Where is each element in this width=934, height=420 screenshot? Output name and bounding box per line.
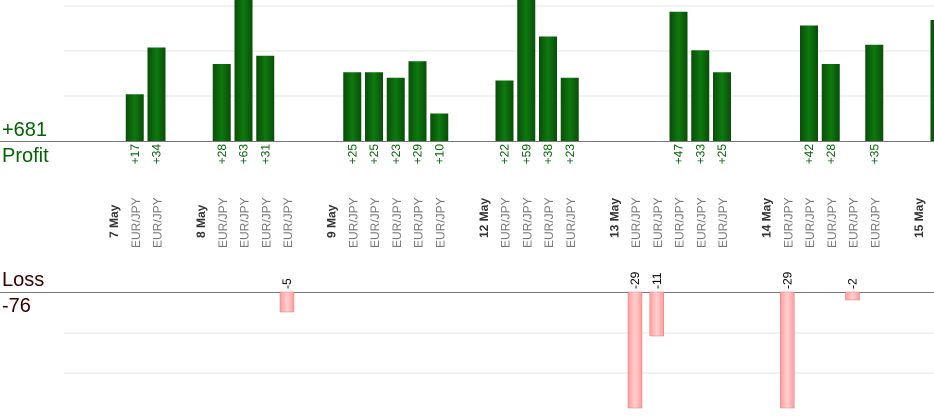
date-label: 9 May [325, 204, 339, 238]
profit-bar [865, 44, 884, 141]
pair-label: EUR/JPY [129, 197, 143, 248]
profit-value-label: +35 [867, 144, 881, 165]
pair-label: EUR/JPY [520, 197, 534, 248]
loss-value-label: -29 [780, 271, 794, 289]
pair-label: EUR/JPY [433, 197, 447, 248]
pair-label: EUR/JPY [542, 197, 556, 248]
profit-value-label: +63 [237, 144, 251, 165]
profit-value-label: +28 [824, 144, 838, 165]
profit-bar [560, 77, 579, 141]
date-label: 14 May [760, 198, 774, 238]
profit-bar [800, 25, 818, 141]
loss-bar [780, 291, 795, 409]
date-label: 15 May [912, 198, 926, 238]
profit-bar [691, 50, 710, 141]
profit-value-label: +25 [345, 144, 359, 165]
profit-bar [517, 0, 536, 141]
profit-value-label: +44 [933, 144, 934, 165]
profit-value-label: +33 [693, 144, 707, 165]
loss-bar [279, 291, 295, 313]
profit-bar [234, 0, 253, 141]
profit-value-label: +59 [519, 144, 533, 165]
profit-bar [365, 72, 383, 141]
date-label: 8 May [194, 204, 208, 238]
loss-bar [649, 291, 664, 337]
loss-total: -76 [2, 295, 31, 317]
pair-label: EUR/JPY [564, 197, 578, 248]
profit-value-label: +34 [150, 144, 164, 165]
pair-label: EUR/JPY [651, 197, 665, 248]
loss-value-label: -2 [846, 278, 860, 289]
profit-value-label: +10 [432, 144, 446, 165]
profit-value-label: +47 [672, 144, 686, 165]
profit-value-label: +29 [411, 144, 425, 165]
pair-label: EUR/JPY [151, 197, 165, 248]
pair-label: EUR/JPY [259, 197, 273, 248]
pair-label: EUR/JPY [281, 197, 295, 248]
profit-label: Profit [2, 145, 49, 167]
pair-label: EUR/JPY [629, 197, 643, 248]
profit-bar [713, 72, 731, 141]
pair-label: EUR/JPY [412, 197, 426, 248]
pair-label: EUR/JPY [673, 197, 687, 248]
profit-value-label: +38 [541, 144, 555, 165]
profit-value-label: +31 [258, 144, 272, 165]
pair-label: EUR/JPY [368, 197, 382, 248]
profit-bar [430, 113, 449, 141]
profit-value-label: +25 [715, 144, 729, 165]
profit-bar [539, 36, 557, 141]
profit-value-label: +23 [563, 144, 577, 165]
profit-value-label: +17 [128, 144, 142, 165]
profit-bar [386, 77, 405, 141]
pair-label: EUR/JPY [803, 197, 817, 248]
profit-bar [821, 64, 840, 141]
pair-label: EUR/JPY [868, 197, 882, 248]
profit-bar [147, 47, 166, 141]
pair-label: EUR/JPY [694, 197, 708, 248]
pair-label: EUR/JPY [781, 197, 795, 248]
profit-value-label: +22 [498, 144, 512, 165]
profit-total: +681 [2, 119, 48, 141]
profit-bar [930, 20, 934, 141]
pair-label: EUR/JPY [390, 197, 404, 248]
pair-label: EUR/JPY [238, 197, 252, 248]
loss-bar [845, 291, 860, 301]
date-label: 7 May [107, 204, 121, 238]
profit-value-label: +42 [802, 144, 816, 165]
profit-value-label: +25 [367, 144, 381, 165]
loss-bar [627, 291, 643, 409]
pair-label: EUR/JPY [216, 197, 230, 248]
loss-value-label: -11 [650, 272, 664, 289]
profit-bar [495, 80, 514, 141]
loss-value-label: -29 [628, 271, 642, 289]
pair-label: EUR/JPY [716, 197, 730, 248]
profit-bar [408, 61, 427, 141]
profit-bar [212, 64, 231, 141]
profit-value-label: +23 [389, 144, 403, 165]
profit-bar [256, 55, 275, 141]
profit-value-label: +28 [215, 144, 229, 165]
profit-bar [125, 94, 144, 141]
profit-bar [343, 72, 362, 141]
loss-label: Loss [2, 269, 45, 291]
pair-label: EUR/JPY [847, 197, 861, 248]
date-label: 12 May [477, 198, 491, 238]
loss-value-label: -5 [280, 278, 294, 289]
date-label: 13 May [607, 198, 621, 238]
profit-bar [669, 11, 688, 141]
pair-label: EUR/JPY [346, 197, 360, 248]
pair-label: EUR/JPY [825, 197, 839, 248]
pair-label: EUR/JPY [499, 197, 513, 248]
